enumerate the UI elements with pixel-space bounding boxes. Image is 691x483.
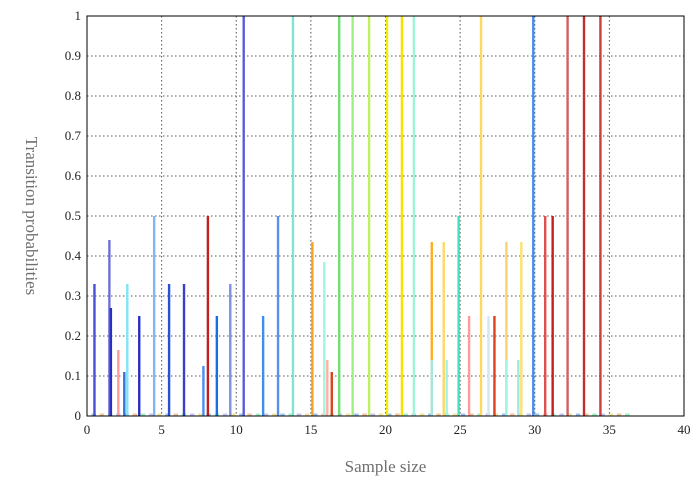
- bar: [229, 284, 232, 416]
- y-tick-label: 0: [75, 408, 82, 423]
- bar: [493, 316, 496, 416]
- bar: [430, 242, 433, 416]
- bar: [582, 16, 586, 416]
- bar: [442, 242, 445, 416]
- x-tick-label: 30: [528, 422, 541, 437]
- y-tick-label: 0.4: [65, 248, 82, 263]
- bar: [338, 16, 341, 416]
- bar: [505, 242, 508, 416]
- bar: [242, 16, 245, 416]
- bar: [367, 16, 371, 416]
- bar: [505, 360, 508, 416]
- y-tick-label: 0.3: [65, 288, 81, 303]
- plot-frame: [86, 15, 685, 417]
- x-tick-label: 15: [304, 422, 317, 437]
- bar: [330, 372, 333, 416]
- bar: [487, 316, 490, 416]
- bar: [400, 16, 404, 416]
- bar: [291, 16, 295, 416]
- y-tick-label: 0.8: [65, 88, 81, 103]
- bar: [467, 316, 471, 416]
- x-tick-label: 20: [379, 422, 392, 437]
- x-tick-label: 0: [84, 422, 91, 437]
- y-tick-label: 1: [75, 8, 82, 23]
- x-axis-title: Sample size: [345, 457, 427, 476]
- bars: [93, 16, 602, 416]
- bar: [152, 216, 156, 416]
- bar: [323, 262, 326, 416]
- bar: [543, 216, 547, 416]
- x-tick-label: 35: [603, 422, 616, 437]
- bar: [126, 284, 129, 416]
- y-tick-label: 0.5: [65, 208, 81, 223]
- bar: [517, 360, 520, 416]
- bar: [138, 316, 141, 416]
- x-tick-labels: 0 5 10 15 20 25 30 35 40: [84, 422, 691, 437]
- bar: [551, 216, 554, 416]
- x-tick-label: 10: [230, 422, 243, 437]
- bar: [215, 316, 219, 416]
- bar: [123, 372, 126, 416]
- y-tick-label: 0.7: [65, 128, 82, 143]
- bar: [479, 16, 483, 416]
- bar: [430, 360, 433, 416]
- bar: [206, 216, 210, 416]
- bar: [412, 16, 416, 416]
- bar: [109, 308, 113, 416]
- bar: [566, 16, 569, 416]
- bar: [182, 284, 186, 416]
- y-tick-label: 0.6: [65, 168, 82, 183]
- bar: [311, 242, 314, 416]
- y-tick-label: 0.2: [65, 328, 81, 343]
- bar: [93, 284, 96, 416]
- bar: [276, 216, 280, 416]
- bar: [385, 16, 389, 416]
- bar: [532, 16, 535, 416]
- bar: [326, 360, 329, 416]
- y-tick-label: 0.1: [65, 368, 81, 383]
- bar: [520, 242, 523, 416]
- bar: [202, 366, 205, 416]
- y-axis-title: Transition probabilities: [22, 137, 41, 296]
- x-tick-label: 5: [158, 422, 165, 437]
- y-tick-labels: 0 0.1 0.2 0.3 0.4 0.5 0.6 0.7 0.8 0.9 1: [65, 8, 82, 423]
- bar: [108, 240, 111, 416]
- x-tick-label: 25: [454, 422, 467, 437]
- bar: [445, 360, 448, 416]
- bar: [351, 16, 354, 416]
- bar: [261, 316, 265, 416]
- bar: [167, 284, 171, 416]
- x-tick-label: 40: [678, 422, 691, 437]
- y-tick-label: 0.9: [65, 48, 81, 63]
- bar: [599, 16, 602, 416]
- bar: [117, 350, 120, 416]
- bar: [457, 216, 460, 416]
